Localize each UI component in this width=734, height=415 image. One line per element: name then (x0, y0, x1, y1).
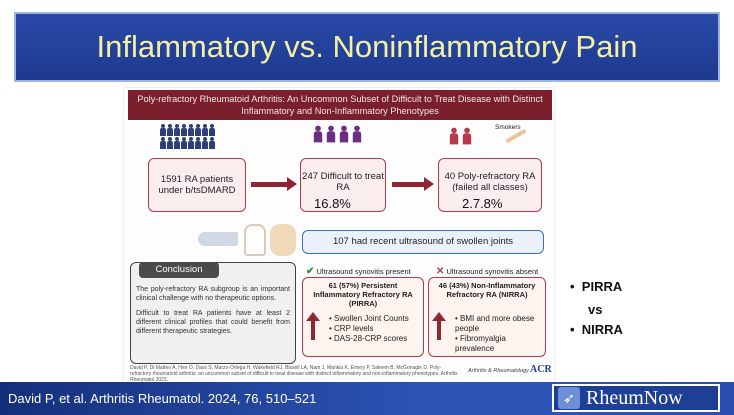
percent-poly-refractory: 2.7.8% (462, 196, 503, 211)
cross-icon: ✕ (436, 266, 445, 277)
slide-title: Inflammatory vs. Noninflammatory Pain (96, 29, 638, 64)
person-icon (167, 124, 173, 136)
nirra-box: 46 (43%) Non-Inflammatory Refractory RA … (428, 277, 546, 357)
synovitis-present-heading: ✔ Ultrasound synovitis present (306, 266, 411, 277)
bullet-vs: vs (588, 302, 603, 317)
conclusion-paragraph-1: The poly-refractory RA subgroup is an im… (136, 286, 290, 302)
list-item: • DAS-28-CRP scores (329, 334, 408, 343)
person-icon (188, 124, 194, 136)
list-item: • Swollen Joint Counts (329, 314, 409, 323)
list-item: • CRP levels (329, 324, 374, 333)
person-icon (188, 137, 194, 149)
person-icon (181, 124, 187, 136)
rheumnow-logo-text: RheumNow (586, 386, 683, 409)
synovitis-absent-text: Ultrasound synovitis absent (446, 267, 539, 276)
footer-citation: David P, et al. Arthritis Rheumatol. 202… (8, 391, 317, 406)
person-icon (195, 124, 201, 136)
pirra-title: 61 (57%) Persistent Inflammatory Refract… (313, 281, 413, 308)
rheumnow-logo: ➶ RheumNow (552, 384, 720, 412)
box-difficult-to-treat-text: 247 Difficult to treat RA (302, 171, 384, 193)
person-icon (209, 124, 215, 136)
flow-arrow-2 (392, 177, 434, 191)
ultrasound-box: 107 had recent ultrasound of swollen joi… (302, 230, 544, 254)
list-item: • BMI and more obese people (455, 314, 535, 333)
knee-joint-icon (270, 224, 296, 256)
person-icon (326, 125, 336, 143)
conclusion-title: Conclusion (139, 262, 219, 278)
person-icon (352, 125, 362, 143)
increase-arrow-icon (432, 312, 446, 340)
journal-logo: Arthritis & Rheumatology (468, 368, 529, 374)
person-icon (449, 127, 459, 145)
bullet-pirra: • PIRRA (570, 279, 623, 294)
title-bar: Inflammatory vs. Noninflammatory Pain (14, 12, 720, 82)
conclusion-text: The poly-refractory RA subgroup is an im… (136, 285, 290, 336)
person-icon (174, 124, 180, 136)
poly-refractory-icon-group (448, 127, 473, 145)
box-difficult-to-treat: 247 Difficult to treat RA (300, 158, 386, 212)
person-icon (160, 137, 166, 149)
smokers-label: Smokers (495, 124, 521, 131)
nirra-title: 46 (43%) Non-Inflammatory Refractory RA … (438, 281, 536, 299)
person-icon (209, 137, 215, 149)
ultrasound-probe-icon (198, 232, 238, 246)
person-icon (202, 124, 208, 136)
increase-arrow-icon (306, 312, 320, 340)
pirra-box: 61 (57%) Persistent Inflammatory Refract… (302, 277, 424, 357)
person-icon (195, 137, 201, 149)
box-ra-patients: 1591 RA patients under b/tsDMARD (148, 158, 246, 212)
ultrasound-box-text: 107 had recent ultrasound of swollen joi… (332, 236, 514, 247)
hand-icon (244, 224, 266, 256)
acr-logo: ACR (530, 364, 552, 375)
conclusion-paragraph-2: Difficult to treat RA patients have at l… (136, 310, 290, 335)
synovitis-absent-heading: ✕ Ultrasound synovitis absent (436, 266, 538, 277)
patients-icon-group (160, 124, 220, 149)
person-icon (202, 137, 208, 149)
pirra-list: • Swollen Joint Counts • CRP levels • DA… (329, 314, 409, 344)
conclusion-panel: Conclusion The poly-refractory RA subgro… (130, 262, 296, 364)
person-icon (167, 137, 173, 149)
percent-difficult: 16.8% (314, 196, 351, 211)
nirra-list: • BMI and more obese people • Fibromyalg… (455, 314, 545, 354)
figure-header: Poly-refractory Rheumatoid Arthritis: An… (128, 90, 552, 120)
rheumnow-logo-icon: ➶ (558, 387, 580, 409)
person-icon (160, 124, 166, 136)
synovitis-present-text: Ultrasound synovitis present (316, 267, 411, 276)
list-item: • Fibromyalgia prevalence (455, 334, 506, 353)
flow-arrow-1 (251, 177, 297, 191)
person-icon (339, 125, 349, 143)
box-ra-patients-text: 1591 RA patients under b/tsDMARD (158, 174, 236, 196)
person-icon (313, 125, 323, 143)
box-poly-refractory-text: 40 Poly-refractory RA (failed all classe… (444, 171, 536, 193)
figure-citation: David P, Di Matteo A, Hen O, Dass S, Mar… (130, 365, 458, 383)
difficult-ra-icon-group (312, 125, 363, 143)
box-poly-refractory: 40 Poly-refractory RA (failed all classe… (438, 158, 542, 212)
check-icon: ✔ (306, 266, 315, 277)
person-icon (462, 127, 472, 145)
bullet-nirra: • NIRRA (570, 322, 623, 337)
person-icon (181, 137, 187, 149)
person-icon (174, 137, 180, 149)
